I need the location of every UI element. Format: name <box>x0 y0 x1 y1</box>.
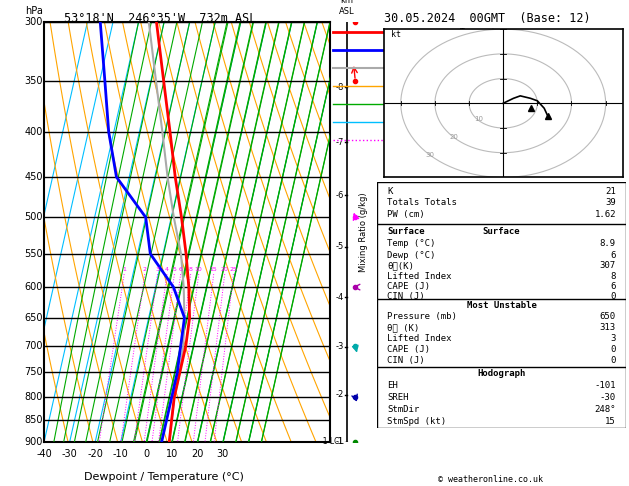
Text: 8: 8 <box>611 272 616 281</box>
Text: -40: -40 <box>36 449 52 459</box>
Text: K: K <box>387 187 392 196</box>
Text: StmDir: StmDir <box>387 405 420 414</box>
Text: -1 LCL: -1 LCL <box>320 437 344 446</box>
Text: -5: -5 <box>336 243 344 251</box>
Text: 3: 3 <box>611 334 616 343</box>
Text: 15: 15 <box>605 417 616 426</box>
Text: 0: 0 <box>611 345 616 354</box>
Text: 10: 10 <box>165 449 178 459</box>
Text: © weatheronline.co.uk: © weatheronline.co.uk <box>438 474 543 484</box>
Text: 10: 10 <box>474 116 483 122</box>
Text: 20: 20 <box>221 267 229 272</box>
Text: -101: -101 <box>594 381 616 390</box>
Text: 1: 1 <box>122 267 126 272</box>
Text: 2: 2 <box>143 267 147 272</box>
Text: 15: 15 <box>210 267 218 272</box>
Text: 750: 750 <box>24 367 43 378</box>
Text: 6: 6 <box>179 267 182 272</box>
Text: 39: 39 <box>605 198 616 208</box>
Text: Lifted Index: Lifted Index <box>387 272 452 281</box>
Text: 500: 500 <box>24 212 43 222</box>
Text: 550: 550 <box>24 249 43 259</box>
Text: 30.05.2024  00GMT  (Base: 12): 30.05.2024 00GMT (Base: 12) <box>384 12 591 25</box>
Text: Totals Totals: Totals Totals <box>387 198 457 208</box>
Text: -20: -20 <box>87 449 103 459</box>
Text: 650: 650 <box>24 312 43 323</box>
Text: CAPE (J): CAPE (J) <box>387 282 430 291</box>
Text: 6: 6 <box>611 251 616 260</box>
Text: SREH: SREH <box>387 393 409 402</box>
Text: 307: 307 <box>600 261 616 270</box>
Text: 0: 0 <box>611 292 616 301</box>
Text: θᴇ (K): θᴇ (K) <box>387 323 420 332</box>
Text: -7: -7 <box>335 138 344 146</box>
Text: -1: -1 <box>336 437 344 446</box>
Text: 600: 600 <box>25 282 43 292</box>
Text: 248°: 248° <box>594 405 616 414</box>
Text: Hodograph: Hodograph <box>477 368 526 378</box>
Text: Dewpoint: Dewpoint <box>460 46 496 55</box>
Text: -6: -6 <box>335 191 344 200</box>
Text: 30: 30 <box>425 152 434 157</box>
Text: Lifted Index: Lifted Index <box>387 334 452 343</box>
Text: -8: -8 <box>335 83 344 92</box>
Text: CIN (J): CIN (J) <box>387 292 425 301</box>
Text: 650: 650 <box>600 312 616 321</box>
Text: θᴇ(K): θᴇ(K) <box>387 261 415 270</box>
Text: 20: 20 <box>191 449 204 459</box>
Text: 10: 10 <box>195 267 203 272</box>
Text: 700: 700 <box>24 341 43 351</box>
Text: 400: 400 <box>25 127 43 137</box>
Text: -30: -30 <box>62 449 77 459</box>
Text: 5: 5 <box>172 267 176 272</box>
Text: 21: 21 <box>605 187 616 196</box>
Text: 25: 25 <box>230 267 237 272</box>
Text: 3: 3 <box>155 267 160 272</box>
Text: 350: 350 <box>24 76 43 86</box>
Text: Dewpoint / Temperature (°C): Dewpoint / Temperature (°C) <box>84 472 244 482</box>
Text: km
ASL: km ASL <box>339 0 355 16</box>
Text: Isotherm: Isotherm <box>460 118 494 127</box>
Text: Surface: Surface <box>387 226 425 236</box>
Text: kt: kt <box>391 30 401 38</box>
Text: 300: 300 <box>25 17 43 27</box>
Text: 53°18'N  246°35'W  732m ASL: 53°18'N 246°35'W 732m ASL <box>64 12 257 25</box>
Text: 450: 450 <box>24 172 43 182</box>
Text: Temperature: Temperature <box>460 28 508 36</box>
Text: -4: -4 <box>336 293 344 302</box>
Text: PW (cm): PW (cm) <box>387 210 425 219</box>
Text: 4: 4 <box>165 267 169 272</box>
Text: Mixing Ratio (g/kg): Mixing Ratio (g/kg) <box>359 192 368 272</box>
Text: 1.62: 1.62 <box>594 210 616 219</box>
Text: 6: 6 <box>611 282 616 291</box>
Text: Dewp (°C): Dewp (°C) <box>387 251 436 260</box>
Text: 0: 0 <box>611 356 616 364</box>
Text: 20: 20 <box>450 134 459 140</box>
Text: 30: 30 <box>217 449 229 459</box>
Text: 850: 850 <box>24 416 43 425</box>
Text: Most Unstable: Most Unstable <box>467 300 537 310</box>
Text: CAPE (J): CAPE (J) <box>387 345 430 354</box>
Text: Temp (°C): Temp (°C) <box>387 240 436 248</box>
Text: -2: -2 <box>336 390 344 399</box>
Text: Dry Adiabat: Dry Adiabat <box>460 82 506 91</box>
Text: Pressure (mb): Pressure (mb) <box>387 312 457 321</box>
Text: -30: -30 <box>600 393 616 402</box>
Text: -3: -3 <box>335 342 344 351</box>
Text: Parcel Trajectory: Parcel Trajectory <box>460 64 523 73</box>
Text: StmSpd (kt): StmSpd (kt) <box>387 417 447 426</box>
Text: 313: 313 <box>600 323 616 332</box>
Text: Wet Adiabat: Wet Adiabat <box>460 100 507 109</box>
Text: 800: 800 <box>25 392 43 402</box>
Text: hPa: hPa <box>25 5 43 16</box>
Text: 900: 900 <box>25 437 43 447</box>
Text: EH: EH <box>387 381 398 390</box>
Text: 8.9: 8.9 <box>600 240 616 248</box>
Text: Mixing Ratio: Mixing Ratio <box>460 136 508 145</box>
Text: Surface: Surface <box>483 226 520 236</box>
Text: 8: 8 <box>189 267 192 272</box>
Text: CIN (J): CIN (J) <box>387 356 425 364</box>
Text: -10: -10 <box>113 449 128 459</box>
Text: 0: 0 <box>143 449 149 459</box>
